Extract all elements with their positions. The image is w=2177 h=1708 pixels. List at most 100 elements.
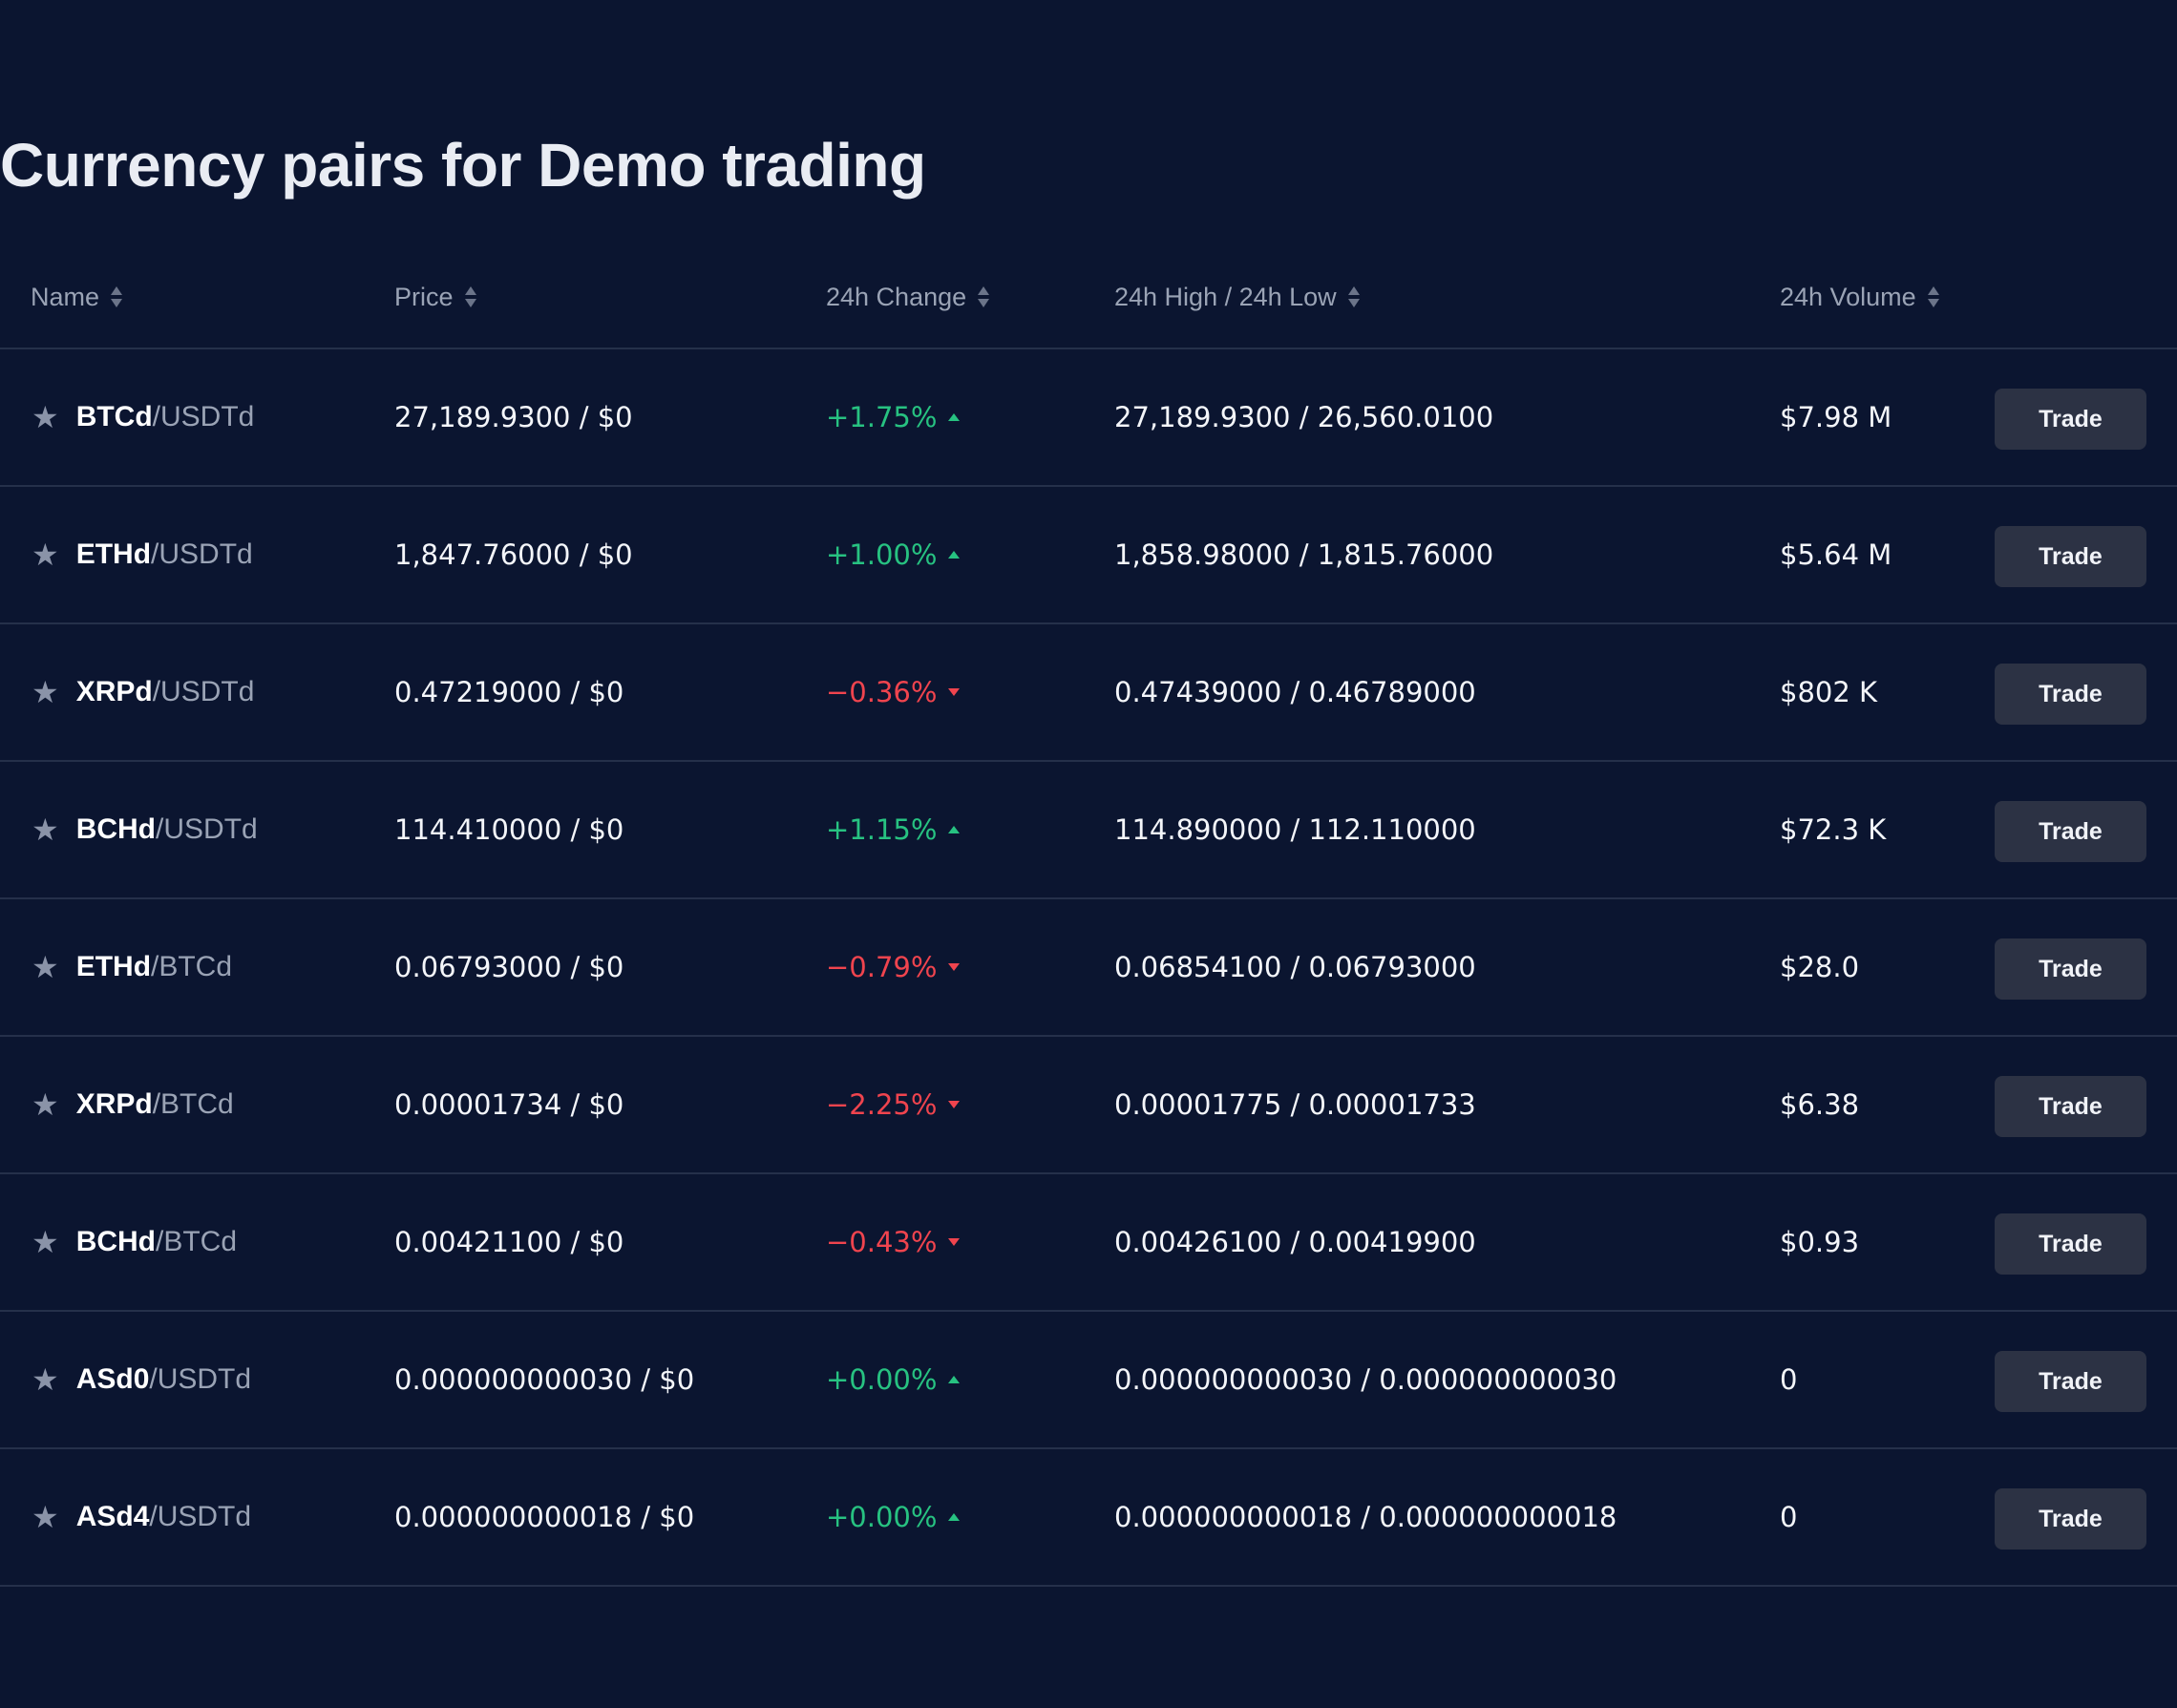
change-cell: +1.75% bbox=[826, 349, 961, 485]
change-value: +1.75% bbox=[826, 401, 938, 433]
pair-quote: /USDTd bbox=[152, 676, 255, 707]
change-arrow-icon bbox=[948, 413, 961, 421]
table-row: ★ ASd4/USDTd 0.000000000018 / $0 +0.00% … bbox=[0, 1449, 2177, 1587]
pair-quote: /USDTd bbox=[149, 1363, 252, 1395]
star-icon[interactable]: ★ bbox=[32, 1086, 59, 1123]
column-header-label: 24h Volume bbox=[1780, 282, 1916, 311]
column-header-high-low[interactable]: 24h High / 24h Low bbox=[1114, 246, 1360, 348]
star-icon[interactable]: ★ bbox=[32, 1499, 59, 1535]
change-value: −0.36% bbox=[826, 676, 938, 708]
pair-base: XRPd bbox=[75, 1088, 153, 1120]
price-cell: 1,847.76000 / $0 bbox=[394, 538, 633, 571]
table-row: ★ ETHd/USDTd 1,847.76000 / $0 +1.00% 1,8… bbox=[0, 487, 2177, 624]
trade-button[interactable]: Trade bbox=[1995, 526, 2146, 587]
pair-name-cell: ★ ETHd/USDTd bbox=[32, 487, 253, 622]
volume-cell: $0.93 bbox=[1780, 1226, 1860, 1258]
sort-icon[interactable] bbox=[464, 285, 476, 308]
change-cell: +0.00% bbox=[826, 1449, 961, 1585]
star-icon[interactable]: ★ bbox=[32, 1361, 59, 1398]
sort-icon[interactable] bbox=[1347, 285, 1360, 308]
pair-base: ASd4 bbox=[75, 1501, 150, 1532]
column-header-label: Name bbox=[31, 282, 100, 311]
high-low-cell: 0.00426100 / 0.00419900 bbox=[1114, 1226, 1476, 1258]
column-header-label: 24h High / 24h Low bbox=[1114, 282, 1337, 311]
column-header-label: Price bbox=[394, 282, 454, 311]
price-cell: 0.00001734 / $0 bbox=[394, 1088, 624, 1121]
table-body: ★ BTCd/USDTd 27,189.9300 / $0 +1.75% 27,… bbox=[0, 349, 2177, 1587]
price-cell: 0.47219000 / $0 bbox=[394, 676, 624, 708]
volume-cell: $28.0 bbox=[1780, 951, 1860, 983]
star-icon[interactable]: ★ bbox=[32, 399, 59, 435]
pair-quote: /BTCd bbox=[152, 1088, 234, 1120]
change-value: −2.25% bbox=[826, 1088, 938, 1121]
volume-cell: $72.3 K bbox=[1780, 813, 1887, 846]
change-arrow-icon bbox=[948, 963, 961, 971]
change-cell: −2.25% bbox=[826, 1037, 961, 1172]
change-cell: +1.00% bbox=[826, 487, 961, 622]
high-low-cell: 0.47439000 / 0.46789000 bbox=[1114, 676, 1476, 708]
pair-quote: /USDTd bbox=[156, 813, 258, 845]
star-icon[interactable]: ★ bbox=[32, 949, 59, 985]
star-icon[interactable]: ★ bbox=[32, 1224, 59, 1260]
pair-base: ETHd bbox=[75, 951, 152, 982]
table-row: ★ BCHd/USDTd 114.410000 / $0 +1.15% 114.… bbox=[0, 762, 2177, 899]
change-value: +1.15% bbox=[826, 813, 938, 846]
pair-base: BCHd bbox=[75, 813, 157, 845]
pair-name-cell: ★ BCHd/USDTd bbox=[32, 762, 258, 897]
pair-base: BTCd bbox=[75, 401, 153, 432]
price-cell: 114.410000 / $0 bbox=[394, 813, 624, 846]
page-title: Currency pairs for Demo trading bbox=[0, 131, 926, 200]
sort-icon[interactable] bbox=[1927, 285, 1939, 308]
star-icon[interactable]: ★ bbox=[32, 674, 59, 710]
column-header-change[interactable]: 24h Change bbox=[826, 246, 990, 348]
sort-icon[interactable] bbox=[111, 285, 123, 308]
high-low-cell: 0.06854100 / 0.06793000 bbox=[1114, 951, 1476, 983]
star-icon[interactable]: ★ bbox=[32, 537, 59, 573]
trade-button[interactable]: Trade bbox=[1995, 938, 2146, 1000]
pair-name-cell: ★ ETHd/BTCd bbox=[32, 899, 232, 1035]
pair-name-cell: ★ BCHd/BTCd bbox=[32, 1174, 237, 1310]
pair-name-cell: ★ BTCd/USDTd bbox=[32, 349, 254, 485]
volume-cell: $802 K bbox=[1780, 676, 1878, 708]
pair-quote: /BTCd bbox=[156, 1226, 238, 1257]
pair-quote: /USDTd bbox=[149, 1501, 252, 1532]
change-cell: −0.79% bbox=[826, 899, 961, 1035]
trade-button[interactable]: Trade bbox=[1995, 801, 2146, 862]
high-low-cell: 114.890000 / 112.110000 bbox=[1114, 813, 1476, 846]
price-cell: 0.06793000 / $0 bbox=[394, 951, 624, 983]
table-header: Name Price 24h Change 24h High / 24h Low… bbox=[0, 246, 2177, 349]
change-value: +0.00% bbox=[826, 1501, 938, 1533]
change-cell: +1.15% bbox=[826, 762, 961, 897]
trade-button[interactable]: Trade bbox=[1995, 389, 2146, 450]
price-cell: 0.000000000030 / $0 bbox=[394, 1363, 695, 1396]
change-arrow-icon bbox=[948, 1101, 961, 1108]
column-header-name[interactable]: Name bbox=[31, 246, 123, 348]
volume-cell: $5.64 M bbox=[1780, 538, 1892, 571]
trade-button[interactable]: Trade bbox=[1995, 1076, 2146, 1137]
change-arrow-icon bbox=[948, 551, 961, 559]
star-icon[interactable]: ★ bbox=[32, 812, 59, 848]
change-cell: −0.36% bbox=[826, 624, 961, 760]
trade-button[interactable]: Trade bbox=[1995, 1213, 2146, 1275]
trade-button[interactable]: Trade bbox=[1995, 1488, 2146, 1550]
trade-button[interactable]: Trade bbox=[1995, 664, 2146, 725]
trade-button[interactable]: Trade bbox=[1995, 1351, 2146, 1412]
change-arrow-icon bbox=[948, 1376, 961, 1383]
pair-name-cell: ★ ASd4/USDTd bbox=[32, 1449, 251, 1585]
pair-base: ETHd bbox=[75, 538, 152, 570]
pair-quote: /BTCd bbox=[151, 951, 233, 982]
pair-quote: /USDTd bbox=[151, 538, 253, 570]
column-header-price[interactable]: Price bbox=[394, 246, 476, 348]
currency-pairs-table: Name Price 24h Change 24h High / 24h Low… bbox=[0, 246, 2177, 1587]
change-arrow-icon bbox=[948, 688, 961, 696]
sort-icon[interactable] bbox=[978, 285, 990, 308]
column-header-volume[interactable]: 24h Volume bbox=[1780, 246, 1939, 348]
volume-cell: $7.98 M bbox=[1780, 401, 1892, 433]
pair-base: ASd0 bbox=[75, 1363, 150, 1395]
pair-name-cell: ★ ASd0/USDTd bbox=[32, 1312, 251, 1447]
volume-cell: 0 bbox=[1780, 1501, 1798, 1533]
change-arrow-icon bbox=[948, 826, 961, 833]
change-arrow-icon bbox=[948, 1513, 961, 1521]
pair-base: BCHd bbox=[75, 1226, 157, 1257]
high-low-cell: 0.000000000030 / 0.000000000030 bbox=[1114, 1363, 1617, 1396]
